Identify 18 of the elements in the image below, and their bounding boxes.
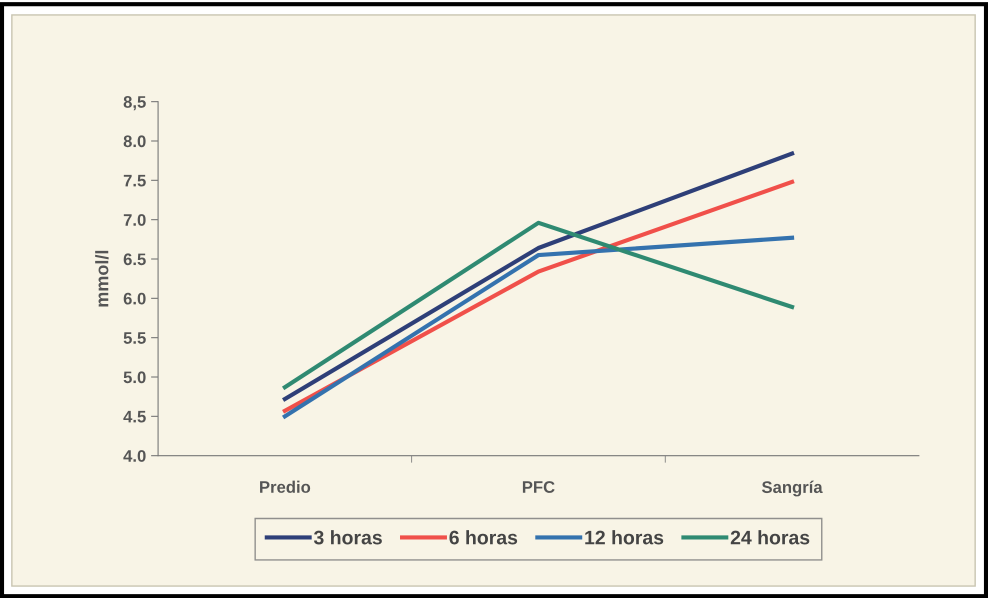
y-tick-label: 4.0 <box>123 450 146 462</box>
x-tick-label: Predio <box>260 480 310 493</box>
legend-label: 6 horas <box>449 530 518 544</box>
y-tick-label: 5.5 <box>124 332 146 344</box>
x-tick-label: PFC <box>522 481 555 493</box>
y-tick-label: 7.0 <box>124 214 146 226</box>
legend-label: 3 horas <box>314 530 382 544</box>
y-tick-label: 8.0 <box>124 135 146 148</box>
y-tick-label: 4.5 <box>123 410 146 423</box>
y-tick-label: 6.0 <box>124 292 146 305</box>
legend-label: 12 horas <box>585 530 664 544</box>
y-axis-title: mmol/l <box>95 250 109 307</box>
y-tick-label: 8,5 <box>124 96 146 110</box>
y-tick-label: 6.5 <box>124 253 146 266</box>
legend-label: 24 horas <box>730 530 810 544</box>
y-tick-label: 5.0 <box>124 371 146 384</box>
y-tick-label: 7.5 <box>124 174 146 187</box>
x-tick-label: Sangría <box>762 480 823 496</box>
